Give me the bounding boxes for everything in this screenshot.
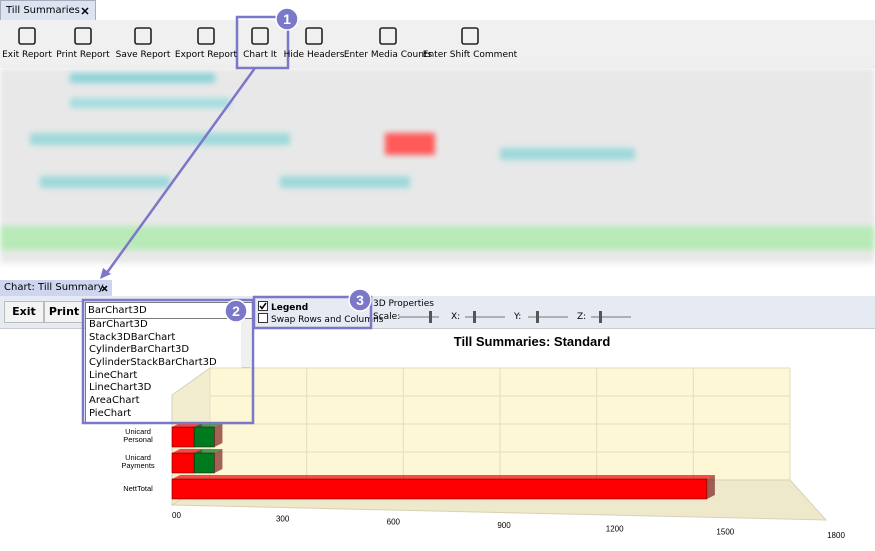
toolbar-button[interactable]: Enter Shift Comment [422, 50, 518, 60]
slider[interactable] [528, 310, 570, 324]
bar [193, 426, 215, 448]
toolbar-button[interactable]: Save Report [115, 50, 171, 60]
x-tick-label: 1200 [606, 524, 624, 533]
y-tick-label: NettTotal [123, 484, 153, 493]
icon-shape [379, 27, 397, 45]
bar-side [214, 423, 223, 447]
bar [193, 452, 215, 474]
icon-shape [18, 27, 36, 45]
toolbar-icon [461, 27, 479, 45]
icon-shape [197, 27, 215, 45]
slider-label: Z: [577, 312, 587, 322]
slider-thumb [429, 311, 432, 323]
toolbar-icon [251, 27, 269, 45]
toolbar-button[interactable]: Exit Report [2, 50, 52, 60]
x-tick-label: 900 [497, 521, 511, 530]
x-tick-label: 1500 [716, 528, 734, 537]
slider-label: Scale: [373, 312, 401, 322]
x-tick-label: 1800 [827, 531, 845, 540]
properties-group: 3D Properties Scale: X: Y: Z: [373, 298, 635, 326]
slider-label: X: [451, 312, 461, 322]
slider[interactable] [465, 310, 507, 324]
close-icon [101, 285, 108, 292]
toolbar-icon [18, 27, 36, 45]
slider[interactable] [399, 310, 441, 324]
icon-shape [461, 27, 479, 45]
slider[interactable] [591, 310, 633, 324]
close-icon [81, 7, 89, 15]
toolbar-icon [379, 27, 397, 45]
toolbar-icon [305, 27, 323, 45]
toolbar-button[interactable]: Enter Media Counts [343, 50, 433, 60]
y-tick-label: Unicard Payments [121, 453, 155, 470]
bar-top [172, 475, 715, 479]
toolbar-button[interactable]: Print Report [56, 50, 110, 60]
icon-shape [74, 27, 92, 45]
slider-thumb [599, 311, 602, 323]
chart-tab[interactable]: Chart: Till Summary [0, 280, 112, 296]
chart-tab-title: Chart: Till Summary [4, 282, 104, 293]
slider-thumb [536, 311, 539, 323]
bar-top [172, 449, 203, 453]
properties-title: 3D Properties [373, 299, 435, 309]
print-button[interactable]: Print [44, 301, 84, 323]
tab-title: Till Summaries [6, 5, 80, 16]
x-tick-label: 00 [172, 511, 181, 520]
slider-label: Y: [514, 312, 522, 322]
bar [171, 426, 195, 448]
bar-top [194, 449, 223, 453]
toolbar-button[interactable]: Hide Headers [283, 50, 345, 60]
icon-shape [251, 27, 269, 45]
bar [171, 478, 708, 500]
icon-shape [305, 27, 323, 45]
x-tick-label: 300 [276, 514, 290, 523]
toolbar-button[interactable]: Chart It [243, 50, 277, 60]
toolbar-button[interactable]: Export Report [174, 50, 238, 60]
exit-button[interactable]: Exit [4, 301, 44, 323]
toolbar-icon [197, 27, 215, 45]
icon-shape [134, 27, 152, 45]
bar [171, 452, 195, 474]
bar-side [214, 449, 223, 473]
slider-thumb [473, 311, 476, 323]
bar-side [706, 475, 715, 499]
y-tick-label: Unicard Personal [123, 427, 153, 444]
toolbar-icon [74, 27, 92, 45]
toolbar-icon [134, 27, 152, 45]
x-tick-label: 600 [387, 518, 401, 527]
chart-title: Till Summaries: Standard [454, 334, 611, 349]
